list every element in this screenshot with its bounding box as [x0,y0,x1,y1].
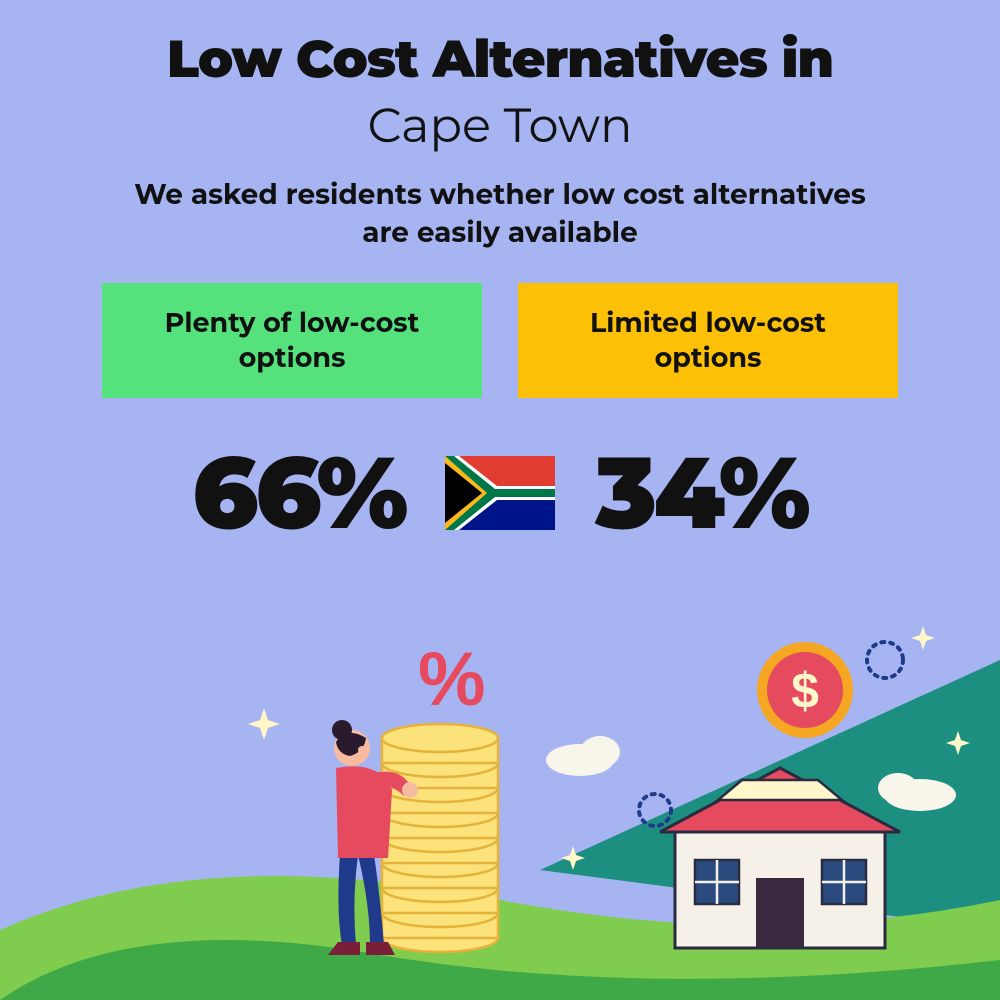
cloud-left [546,736,620,776]
stat-plenty-percent: 66% [192,432,405,554]
svg-text:%: % [418,637,486,722]
options-row: Plenty of low-cost options Limited low-c… [0,283,1000,398]
bottom-illustration: $ % [0,620,1000,1000]
percent-icon: % [418,637,486,722]
stats-row: 66% 34% [0,432,1000,554]
title-line-1: Low Cost Alternatives in [0,0,1000,91]
stat-limited-percent: 34% [595,432,807,554]
option-plenty: Plenty of low-cost options [102,283,482,398]
option-limited: Limited low-cost options [518,283,898,398]
south-africa-flag-icon [445,456,555,530]
dollar-coin-icon: $ [757,642,853,738]
coin-stack-icon [382,724,498,952]
description-text: We asked residents whether low cost alte… [110,177,890,253]
title-line-2: Cape Town [0,97,1000,155]
dotted-ring-1 [867,642,903,678]
svg-text:$: $ [791,663,819,719]
